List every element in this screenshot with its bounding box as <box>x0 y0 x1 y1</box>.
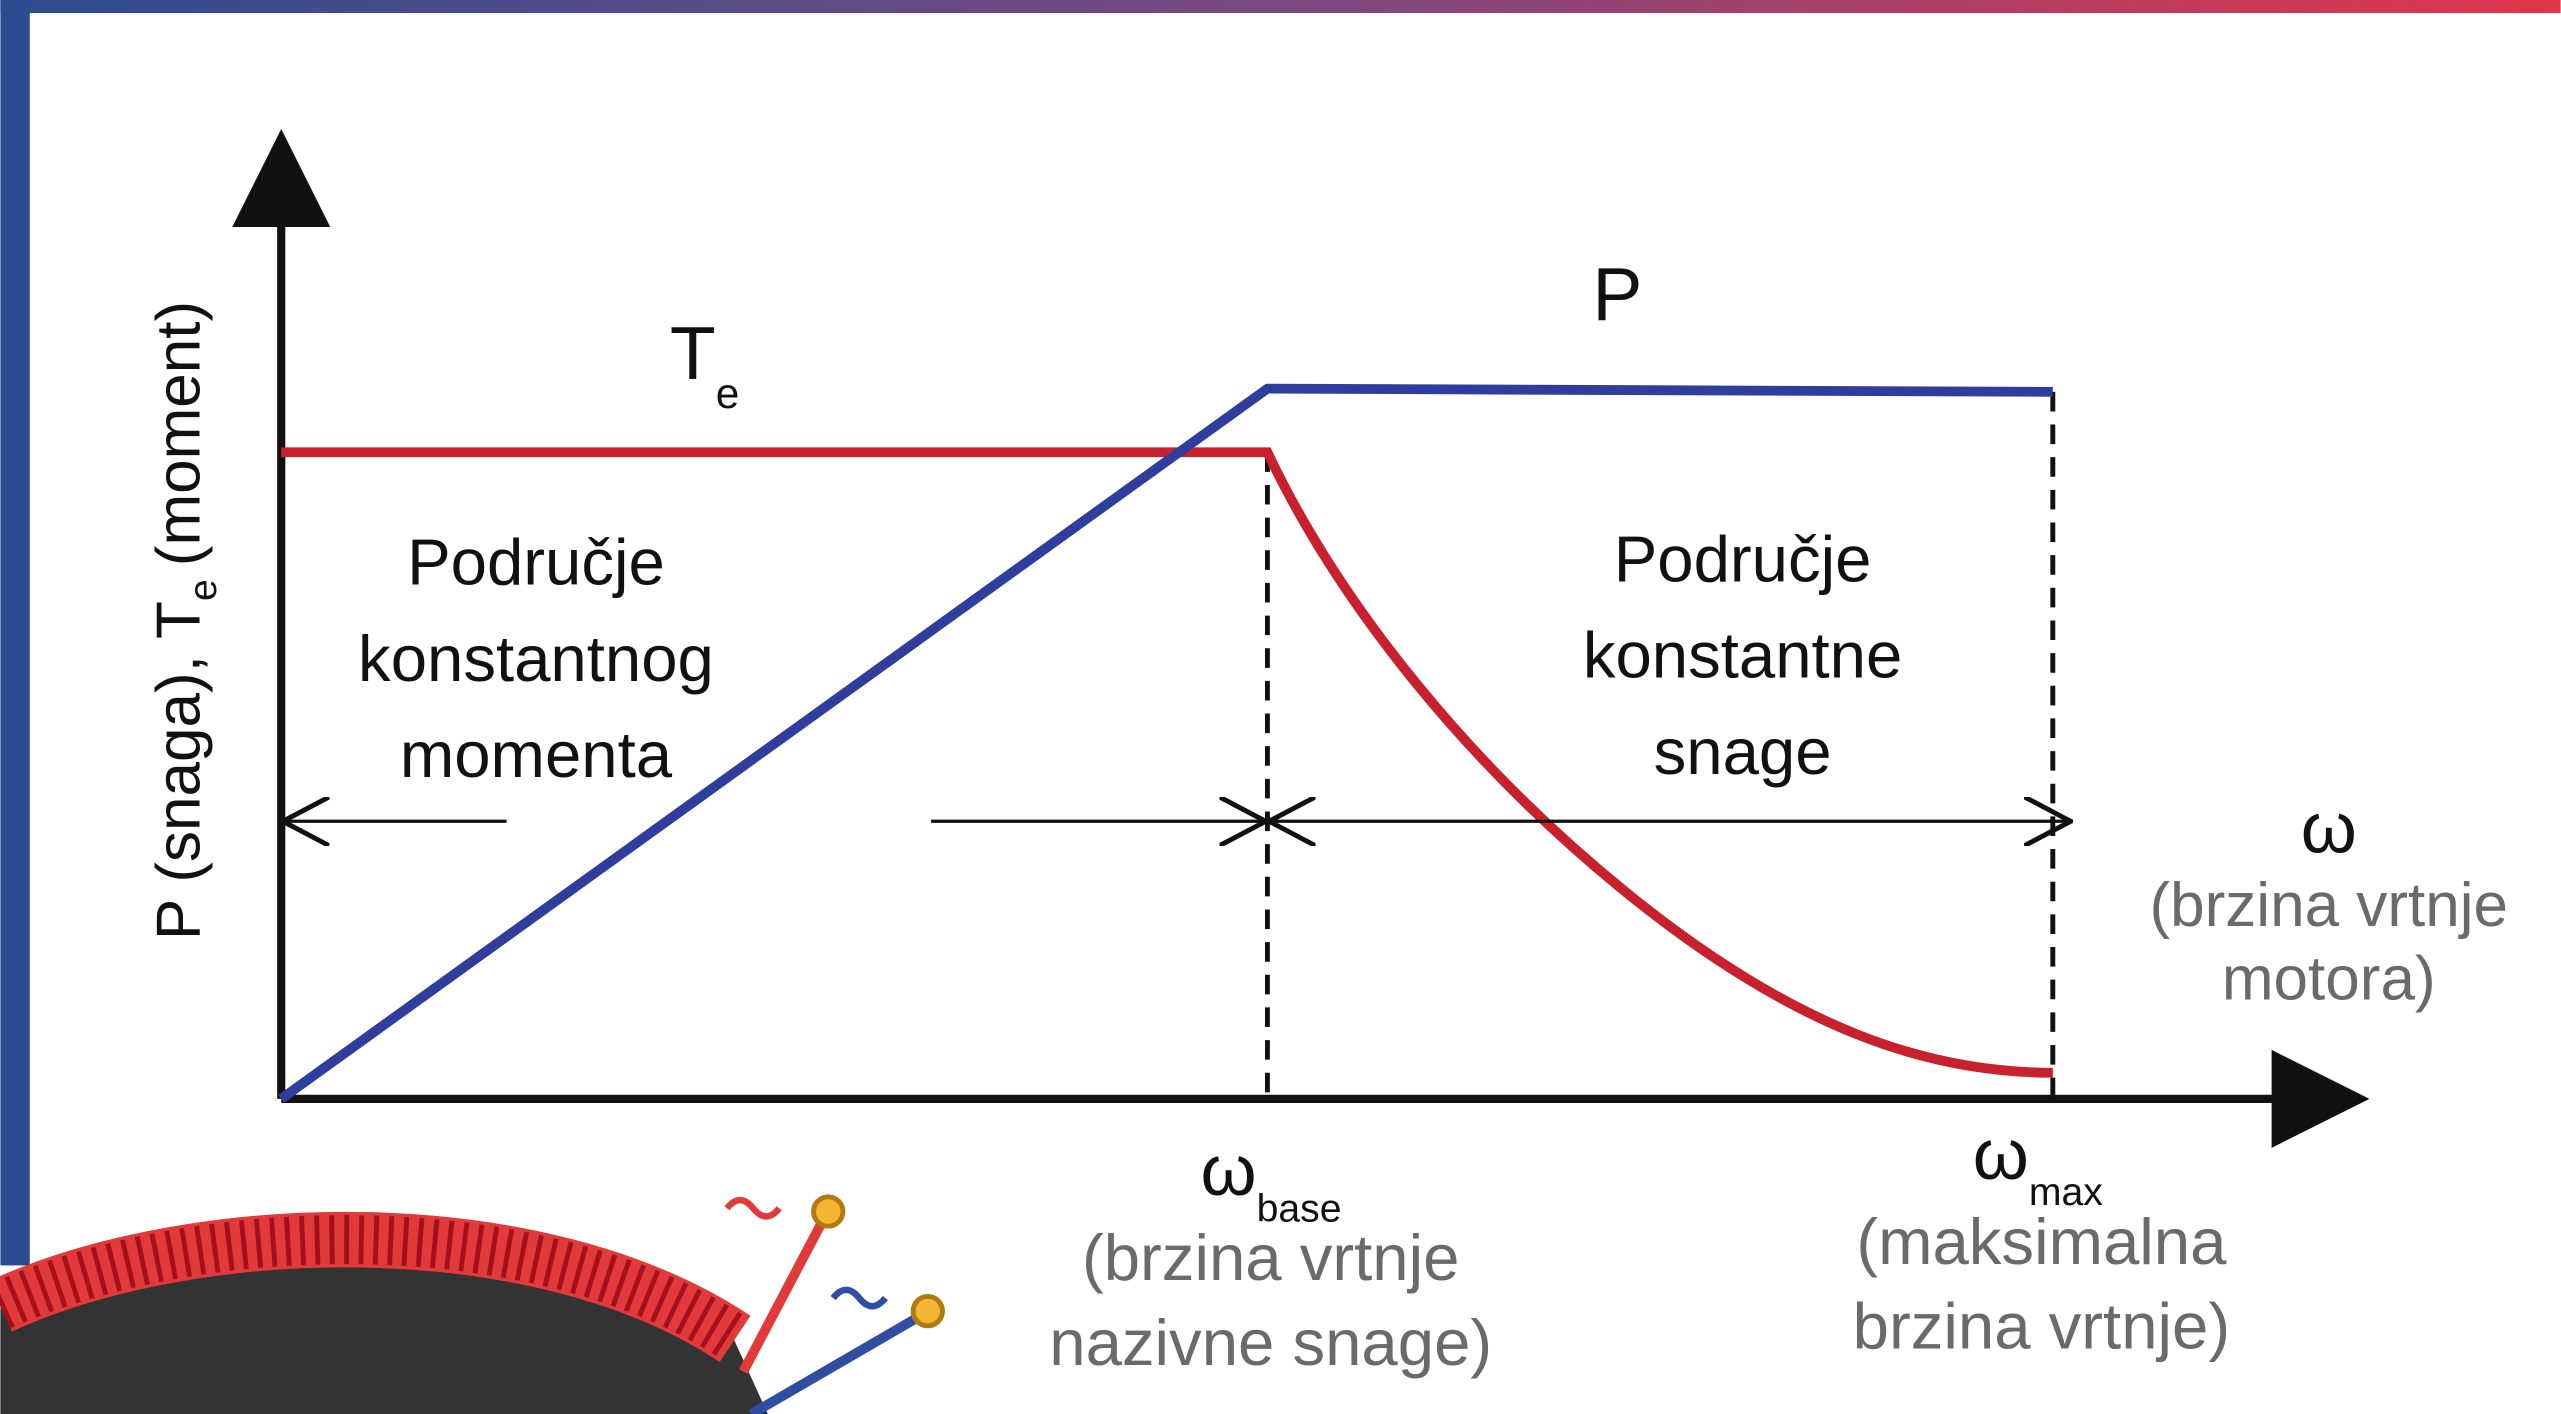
torque-label: Te <box>670 311 739 417</box>
max-symbol: ωmax <box>1973 1115 2104 1214</box>
terminal <box>913 1296 942 1325</box>
region-line: Područje <box>1614 522 1872 595</box>
left-region: Područje konstantnog momenta <box>358 526 714 792</box>
ac-symbol <box>833 1290 885 1306</box>
power-label: P <box>1592 252 1642 336</box>
wire <box>743 1216 825 1371</box>
wire <box>751 1314 922 1414</box>
right-region: Područje konstantne snage <box>1583 522 1902 788</box>
region-line: Područje <box>407 526 665 599</box>
label-sub: e <box>182 579 225 601</box>
symbol: ω <box>1973 1115 2029 1195</box>
terminal <box>814 1197 843 1226</box>
max-label: (maksimalna <box>1856 1205 2227 1278</box>
base-label: nazivne snage) <box>1049 1306 1492 1379</box>
coil-decoration <box>0 1197 942 1414</box>
x-axis-symbol: ω <box>2301 788 2357 868</box>
symbol: T <box>670 311 716 395</box>
base-label: (brzina vrtnje <box>1082 1221 1459 1294</box>
label-part: P (snaga), T <box>145 601 214 940</box>
top-bar <box>0 0 2560 13</box>
x-axis-label: motora) <box>2222 944 2436 1013</box>
x-axis-label: (brzina vrtnje <box>2149 871 2508 940</box>
ac-symbol <box>727 1200 779 1216</box>
diagram: P (snaga), Te(moment) Te P Područje kons… <box>0 0 2561 1414</box>
region-line: momenta <box>400 718 673 791</box>
region-line: konstantne <box>1583 619 1902 692</box>
page: {"y_axis": {"label_main": "P (snaga), T"… <box>0 0 2561 1414</box>
y-axis-label: P (snaga), Te (moment) <box>145 301 225 940</box>
symbol: ω <box>1200 1131 1256 1211</box>
label-part: (moment) <box>145 301 214 566</box>
base-symbol: ωbase <box>1200 1131 1341 1230</box>
region-line: snage <box>1654 715 1832 788</box>
sub: e <box>716 370 740 417</box>
side-bar <box>0 0 29 1265</box>
max-label: brzina vrtnje) <box>1853 1290 2230 1363</box>
region-line: konstantnog <box>358 622 714 695</box>
